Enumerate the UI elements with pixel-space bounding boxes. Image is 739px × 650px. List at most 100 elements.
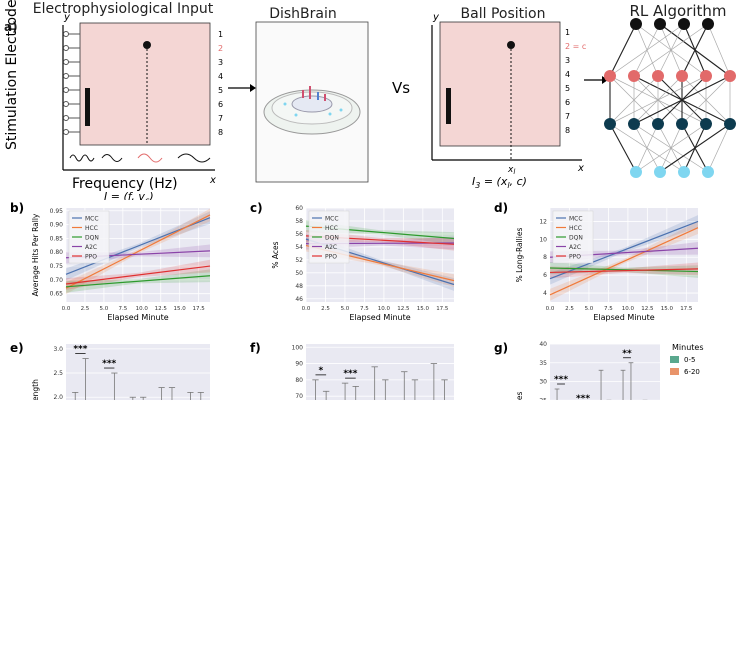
rl-algorithm-title: RL Algorithm (629, 2, 727, 20)
legend-title: Minutes (672, 343, 704, 352)
y-tick-label: 25 (539, 397, 547, 400)
rl-node (678, 18, 690, 30)
y-tick-label: 40 (539, 341, 547, 348)
stim-electrode-label: Stimulation Electrode (4, 0, 20, 150)
y-tick-label: 4 (543, 290, 547, 297)
y-tick-label: 6 (543, 272, 547, 279)
plot-area (306, 344, 454, 400)
box-f-a2c-0-5 (401, 371, 408, 400)
ball-position-title: Ball Position (460, 6, 546, 22)
rl-node (652, 118, 664, 130)
legend-label: DQN (85, 235, 99, 242)
y-tick-label: 30 (539, 379, 547, 386)
x-tick-label: 17.5 (193, 306, 206, 312)
y-axis-title: Average Hits Per Rally (31, 213, 40, 296)
x-axis-title: Elapsed Minute (593, 313, 654, 322)
chart-f: f)2030405060708090100****% Aces (250, 341, 454, 400)
series-line-hcc (549, 227, 699, 296)
rl-edge (633, 75, 731, 125)
y-tick-label: 2.0 (53, 394, 63, 400)
chart-g: g)0510152025303540********% Long-Rallies (494, 341, 660, 400)
rl-network (604, 18, 736, 178)
rl-edge (609, 75, 659, 125)
rl-edge (633, 23, 709, 77)
rl-edge (609, 75, 707, 125)
box-e-a2c-6-20 (168, 387, 176, 400)
box-f-dqn-6-20 (382, 379, 389, 400)
series-line-dqn (549, 267, 699, 273)
legend: MCC HCC DQN A2C PPO (68, 210, 110, 264)
legend-label: 6-20 (684, 368, 700, 376)
significance-label: ** (622, 349, 632, 359)
legend-label: MCC (569, 216, 583, 223)
dishbrain-title: DishBrain (269, 6, 337, 22)
svg-text:xl: xl (507, 165, 515, 176)
svg-text:y: y (432, 12, 440, 23)
freq-wave-3 (137, 153, 163, 163)
rl-node (628, 70, 640, 82)
y-tick-label: 50 (295, 270, 303, 277)
y-tick-label: 0.75 (50, 263, 64, 270)
rl-edge (659, 123, 731, 173)
box-e-ppo-0-5 (187, 391, 194, 400)
legend-label: A2C (569, 244, 581, 251)
x-tick-label: 12.5 (397, 306, 410, 312)
y-tick-label: 60 (295, 205, 303, 212)
ephys-x-label: x (209, 175, 216, 186)
box-f-mcc-6-20 (322, 390, 330, 400)
electrode-number: 3 (218, 58, 223, 67)
y-tick-label: 2.5 (53, 370, 63, 377)
ball-formula: I3 = (xl, c) (472, 175, 527, 190)
legend: MCC HCC DQN A2C PPO (308, 210, 350, 264)
svg-text:4: 4 (565, 70, 570, 79)
electrode-row-4: 4 (63, 72, 223, 81)
arrow-head (250, 84, 256, 92)
box-f-hcc-6-20 (352, 385, 359, 400)
box-e-ppo-6-20 (197, 391, 204, 400)
svg-text:7: 7 (565, 112, 570, 121)
y-tick-label: 58 (295, 218, 303, 225)
electrode-row-6: 6 (63, 100, 223, 109)
legend-label: A2C (325, 244, 337, 251)
freq-wave-1 (69, 154, 95, 162)
chart-c: c) 46 48 50 52 54 56 58 60 0.0 2.5 5.0 7.5 10.0 12.5 15… (250, 201, 455, 322)
x-tick-label: 17.5 (680, 306, 693, 312)
rl-node (676, 118, 688, 130)
freq-wave-4 (177, 153, 211, 163)
svg-text:6: 6 (565, 98, 570, 107)
electrode-number: 2 (218, 44, 223, 53)
x-tick-label: 7.5 (360, 306, 369, 312)
chart-b: b) 0.65 0.70 0.75 0.80 0.85 0.90 0.95 0.0 2.5 5.0 7… (10, 201, 211, 322)
y-axis-title: % Long-Rallies (515, 228, 524, 283)
y-tick-label: 56 (295, 231, 303, 238)
plot-area (550, 344, 660, 400)
ephys-game-area (79, 22, 211, 146)
box-e-hcc-6-20 (111, 372, 118, 400)
y-tick-label: 3.0 (53, 346, 63, 353)
y-tick-label: 46 (295, 296, 303, 303)
svg-text:2 = c: 2 = c (565, 42, 586, 51)
svg-text:x: x (577, 163, 584, 174)
box-f-mcc-0-5 (312, 379, 319, 400)
x-tick-label: 12.5 (641, 306, 654, 312)
ephys-paddle (85, 88, 90, 126)
legend-label: DQN (569, 235, 583, 242)
significance-label: *** (554, 375, 568, 385)
x-tick-label: 5.0 (585, 306, 594, 312)
series-line-dqn (65, 275, 211, 288)
rl-edge (707, 123, 731, 173)
legend-label: HCC (569, 225, 582, 232)
series-line-ppo (65, 265, 211, 285)
panel-label: e) (10, 341, 24, 355)
ephys-ball (143, 41, 151, 49)
freq-wave-2 (101, 154, 123, 162)
rl-edge (707, 23, 731, 77)
x-tick-label: 17.5 (436, 306, 449, 312)
rl-node (630, 18, 642, 30)
y-tick-label: 52 (295, 257, 303, 264)
electrode-number: 6 (218, 100, 223, 109)
rl-node (702, 166, 714, 178)
dishbrain-image (255, 21, 369, 183)
electrode-number: 1 (218, 30, 223, 39)
panel-a-figure: Stimulation Electrode y x 1 2 3 4 5 6 7 … (4, 0, 736, 200)
